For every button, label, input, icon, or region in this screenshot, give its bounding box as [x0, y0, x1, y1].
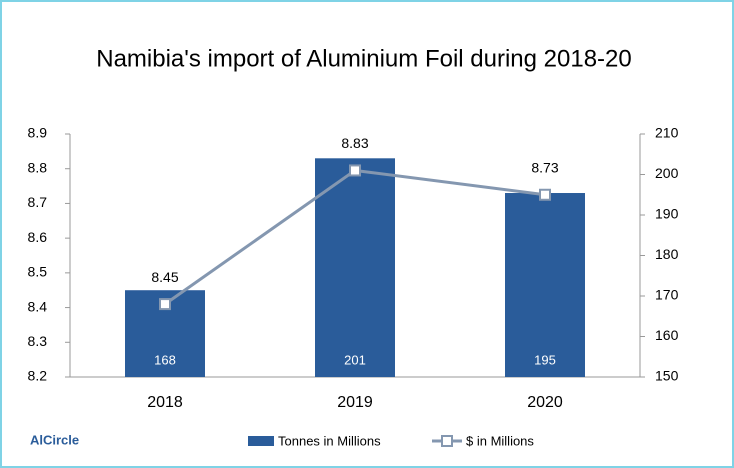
legend-marker: [441, 435, 453, 447]
y2-tick-label: 180: [655, 246, 679, 262]
data-label: 168: [154, 352, 176, 367]
y2-tick-label: 200: [655, 165, 679, 181]
line-marker: [159, 298, 171, 311]
y-tick-label: 8.8: [28, 159, 48, 175]
y-tick-label: 8.3: [28, 333, 48, 349]
data-label: 201: [344, 352, 366, 367]
legend-swatch: [248, 436, 274, 446]
line-marker: [539, 188, 551, 201]
x-tick-label: 2019: [337, 394, 373, 411]
data-label: 8.45: [151, 269, 178, 285]
data-label: 195: [534, 352, 556, 367]
x-tick-label: 2018: [147, 394, 183, 411]
watermark: AlCircle: [30, 432, 79, 447]
chart-title: Namibia's import of Aluminium Foil durin…: [96, 45, 632, 72]
y2-tick-label: 210: [655, 125, 679, 141]
data-label: 8.73: [531, 159, 558, 175]
y-tick-label: 8.6: [28, 229, 48, 245]
legend-label: $ in Millions: [466, 433, 534, 448]
y2-tick-label: 160: [655, 327, 679, 343]
y2-tick-label: 190: [655, 206, 679, 222]
y-tick-label: 8.4: [28, 298, 48, 314]
y2-tick-label: 170: [655, 287, 679, 303]
y-tick-label: 8.9: [28, 125, 48, 141]
x-tick-label: 2020: [527, 394, 563, 411]
line-marker: [349, 164, 361, 177]
bar: [315, 158, 395, 377]
data-label: 8.83: [341, 135, 368, 151]
legend-label: Tonnes in Millions: [278, 433, 381, 448]
bar: [505, 193, 585, 377]
y-tick-label: 8.2: [28, 368, 48, 384]
y2-tick-label: 150: [655, 368, 679, 384]
y-tick-label: 8.5: [28, 264, 48, 280]
y-tick-label: 8.7: [28, 194, 48, 210]
